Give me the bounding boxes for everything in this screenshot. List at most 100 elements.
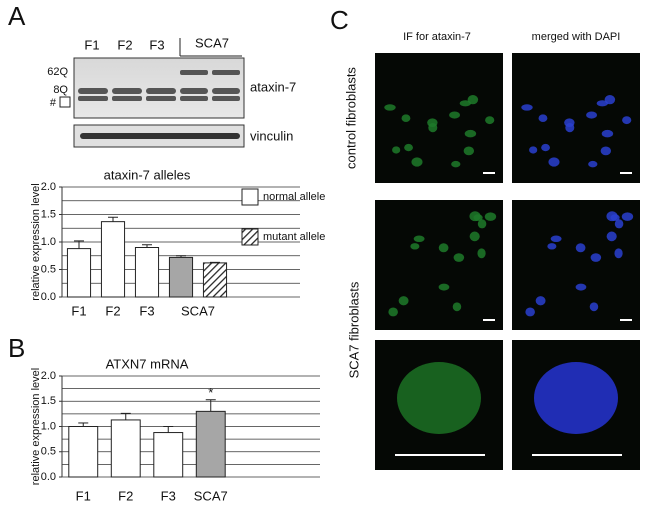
nucleus: [575, 283, 587, 291]
nucleus: [596, 100, 609, 107]
marker-label: 8Q: [53, 84, 68, 96]
nucleus: [410, 243, 420, 250]
lane-label: F2: [117, 37, 132, 52]
row-label: SCA7 fibroblasts: [346, 281, 361, 378]
bar: [68, 426, 99, 478]
nucleus: [392, 146, 401, 154]
nucleus: [463, 146, 475, 156]
x-tick-label: F3: [161, 488, 176, 503]
nucleus: [541, 143, 550, 152]
y-tick-label: 0.5: [41, 446, 56, 458]
band-label: ataxin-7: [250, 79, 296, 94]
x-tick-label: SCA7: [181, 303, 215, 318]
bar: [134, 247, 160, 298]
nucleus: [469, 231, 480, 242]
nucleus: [438, 243, 449, 253]
nucleus: [427, 118, 438, 127]
annotation: *: [208, 385, 213, 400]
y-tick-label: 1.5: [41, 208, 56, 220]
nucleus: [384, 104, 396, 111]
nucleus: [398, 296, 409, 306]
band-label: vinculin: [250, 128, 293, 143]
legend-swatch: [241, 188, 259, 206]
blot-bands: [78, 70, 240, 101]
nucleus: [459, 100, 472, 107]
bar: [202, 262, 228, 298]
nucleus: [449, 111, 461, 119]
nucleus: [529, 146, 538, 154]
chart-title: ATXN7 mRNA: [106, 356, 189, 371]
nucleus: [388, 307, 398, 317]
nucleus: [614, 219, 624, 229]
blot-bands: [80, 133, 240, 139]
nucleus: [413, 235, 425, 243]
legend-swatch: [241, 228, 259, 246]
legend-label: normal allele: [263, 191, 325, 203]
nucleus: [590, 253, 602, 262]
bar: [153, 432, 184, 478]
nucleus: [404, 143, 413, 152]
y-axis-label: relative expression level: [30, 368, 42, 485]
bar: [66, 248, 92, 298]
nucleus: [548, 157, 560, 167]
nucleus: [547, 243, 557, 250]
marker-box: [59, 96, 71, 108]
nucleus: [452, 302, 462, 312]
lane-label: F1: [84, 37, 99, 52]
x-tick-label: F1: [76, 488, 91, 503]
bar: [110, 419, 141, 478]
legend-label: mutant allele: [263, 231, 325, 243]
group-label: SCA7: [195, 35, 229, 50]
nucleus: [453, 253, 465, 262]
nucleus: [586, 111, 598, 119]
nucleus: [411, 157, 423, 167]
bar: [168, 256, 194, 298]
nucleus: [621, 212, 634, 221]
nucleus: [525, 307, 535, 317]
nucleus: [550, 235, 562, 243]
column-label: merged with DAPI: [532, 31, 621, 43]
panel-label: C: [330, 5, 349, 35]
bar: [195, 410, 226, 478]
marker-label: #: [50, 97, 57, 109]
nucleus: [477, 219, 487, 229]
panel-label: A: [8, 1, 26, 31]
nucleus: [606, 231, 617, 242]
row-label: control fibroblasts: [343, 67, 358, 169]
column-label: IF for ataxin-7: [403, 31, 471, 43]
bar: [100, 221, 126, 298]
nucleus: [622, 116, 632, 125]
nucleus: [534, 362, 618, 434]
nucleus: [469, 211, 481, 222]
x-tick-label: F2: [105, 303, 120, 318]
y-tick-label: 1.0: [41, 236, 56, 248]
nucleus: [575, 243, 586, 253]
nucleus: [477, 248, 486, 259]
marker-label: 62Q: [47, 66, 68, 78]
nucleus: [438, 283, 450, 291]
nucleus: [485, 116, 495, 125]
nucleus: [606, 211, 618, 222]
x-tick-label: SCA7: [194, 488, 228, 503]
y-tick-label: 1.0: [41, 420, 56, 432]
x-tick-label: F3: [139, 303, 154, 318]
nucleus: [588, 160, 598, 168]
nucleus: [464, 129, 477, 138]
y-tick-label: 2.0: [41, 181, 56, 193]
y-tick-label: 0.0: [41, 291, 56, 303]
x-tick-label: F2: [118, 488, 133, 503]
micrograph: [375, 53, 503, 183]
nucleus: [564, 118, 575, 127]
micrograph: [512, 53, 640, 183]
y-axis-label: relative expression level: [30, 183, 42, 300]
y-tick-label: 2.0: [41, 370, 56, 382]
nucleus: [535, 296, 546, 306]
micrographs: [375, 53, 640, 470]
lane-label: F3: [149, 37, 164, 52]
y-tick-label: 0.5: [41, 263, 56, 275]
nucleus: [451, 160, 461, 168]
y-tick-label: 0.0: [41, 471, 56, 483]
nucleus: [397, 362, 481, 434]
nucleus: [538, 114, 548, 122]
